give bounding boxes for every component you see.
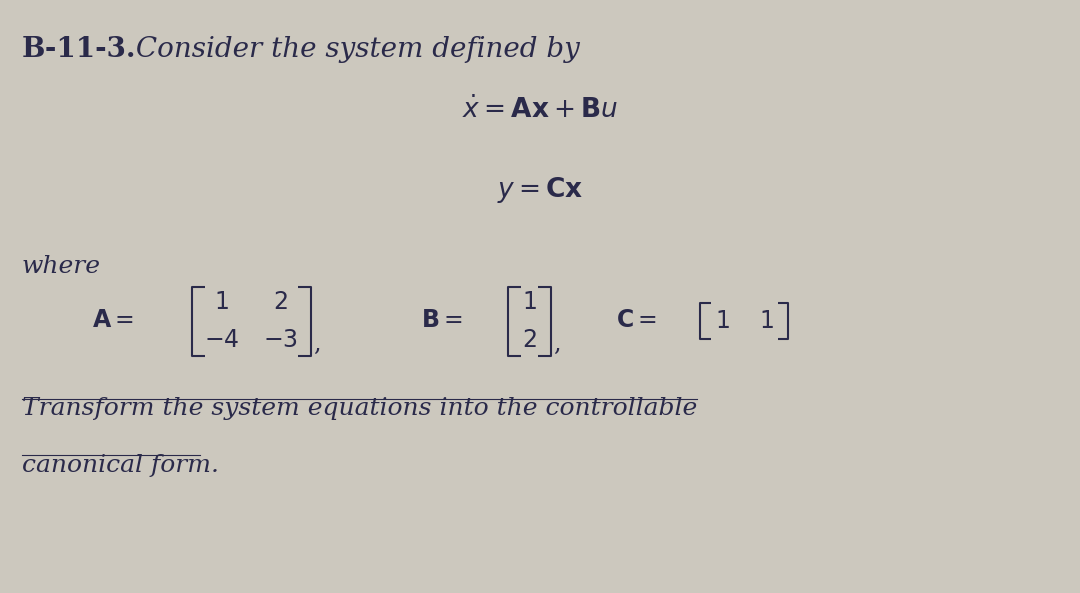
Text: Consider the system defined by: Consider the system defined by	[127, 36, 580, 63]
Text: $\mathbf{C} = $: $\mathbf{C} = $	[616, 309, 657, 331]
Text: $1$: $1$	[214, 291, 229, 314]
Text: $-4$: $-4$	[204, 330, 239, 352]
Text: $\mathbf{B} = $: $\mathbf{B} = $	[421, 309, 463, 331]
Text: canonical form.: canonical form.	[22, 454, 218, 477]
Text: Transform the system equations into the controllable: Transform the system equations into the …	[22, 397, 697, 420]
Text: B-11-3.: B-11-3.	[22, 36, 136, 63]
Text: where: where	[22, 255, 100, 278]
Text: $2$: $2$	[522, 330, 537, 352]
Text: $y = \mathbf{C}\mathbf{x}$: $y = \mathbf{C}\mathbf{x}$	[497, 175, 583, 205]
Text: ,: ,	[313, 333, 321, 356]
Text: ,: ,	[553, 333, 561, 356]
Text: $1$: $1$	[715, 310, 730, 333]
Text: $1$: $1$	[759, 310, 774, 333]
Text: $\dot{x} = \mathbf{A}\mathbf{x} + \mathbf{B}\mathit{u}$: $\dot{x} = \mathbf{A}\mathbf{x} + \mathb…	[462, 96, 618, 123]
Text: $-3$: $-3$	[264, 330, 298, 352]
Text: $\mathbf{A} = $: $\mathbf{A} = $	[92, 309, 134, 331]
Text: $2$: $2$	[273, 291, 288, 314]
Text: $1$: $1$	[522, 291, 537, 314]
